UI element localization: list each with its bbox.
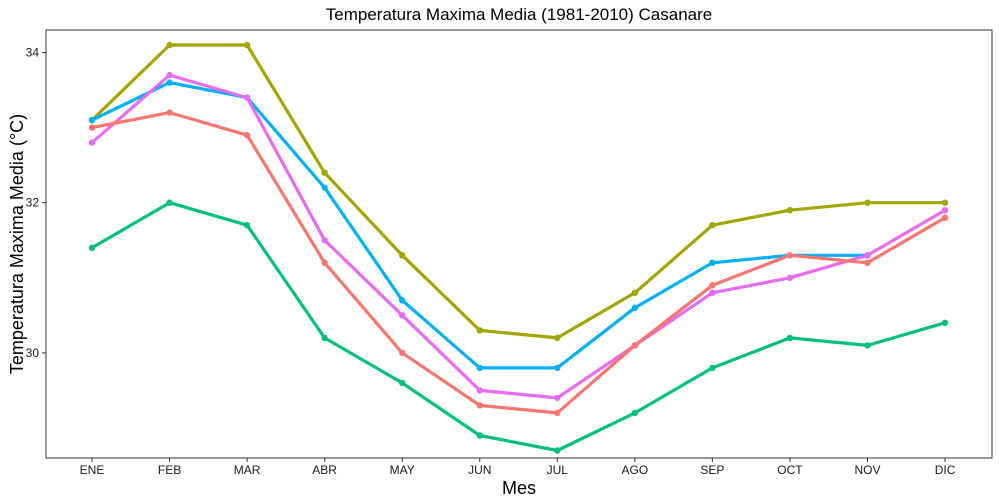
data-point bbox=[243, 222, 251, 229]
data-point bbox=[554, 394, 561, 402]
data-point bbox=[399, 349, 406, 357]
data-point bbox=[476, 432, 483, 439]
data-point bbox=[243, 131, 251, 139]
data-point bbox=[166, 109, 173, 116]
data-point bbox=[786, 274, 794, 281]
series-line bbox=[90, 43, 947, 340]
data-point bbox=[166, 79, 173, 86]
x-tick-label: ENE bbox=[80, 463, 105, 477]
data-point bbox=[709, 259, 716, 266]
data-point bbox=[88, 244, 96, 251]
data-point bbox=[631, 409, 639, 417]
data-point bbox=[321, 237, 328, 244]
data-point bbox=[631, 304, 639, 311]
x-tick-label: JUL bbox=[547, 463, 569, 477]
y-tick-label: 34 bbox=[26, 46, 40, 60]
x-axis-title: Mes bbox=[502, 478, 536, 498]
data-point bbox=[476, 387, 483, 394]
data-point bbox=[399, 252, 406, 259]
x-tick-label: NOV bbox=[854, 463, 880, 477]
y-axis: 30 32 34 bbox=[26, 46, 46, 360]
y-axis-title: Temperatura Maxima Media (°C) bbox=[7, 114, 27, 374]
data-point bbox=[476, 327, 483, 334]
data-point bbox=[243, 94, 251, 101]
y-tick-label: 32 bbox=[26, 196, 40, 210]
data-point bbox=[786, 334, 794, 342]
data-point bbox=[554, 334, 561, 342]
x-tick-label: AGO bbox=[622, 463, 649, 477]
data-point bbox=[709, 364, 716, 372]
data-point bbox=[476, 364, 483, 372]
series-4 bbox=[88, 109, 949, 417]
data-point bbox=[476, 402, 483, 409]
data-point bbox=[554, 447, 561, 454]
data-point bbox=[786, 252, 794, 259]
data-point bbox=[321, 334, 328, 342]
series-line bbox=[90, 111, 947, 415]
x-axis: ENE FEB MAR ABR MAY JUN JUL AGO SEP OCT NOV DIC bbox=[80, 458, 956, 477]
data-point bbox=[88, 124, 96, 131]
data-point bbox=[864, 199, 871, 206]
data-point bbox=[399, 297, 406, 304]
x-tick-label: SEP bbox=[700, 463, 724, 477]
data-point bbox=[554, 409, 561, 417]
series-line bbox=[90, 73, 947, 400]
data-point bbox=[709, 282, 716, 289]
chart-title: Temperatura Maxima Media (1981-2010) Cas… bbox=[326, 5, 712, 24]
series-1 bbox=[88, 41, 949, 342]
data-point bbox=[631, 342, 639, 349]
data-point bbox=[166, 41, 173, 49]
x-tick-label: OCT bbox=[777, 463, 803, 477]
data-point bbox=[941, 214, 949, 221]
data-point bbox=[243, 41, 251, 49]
data-point bbox=[399, 312, 406, 319]
data-point bbox=[864, 252, 871, 259]
data-point bbox=[88, 139, 96, 146]
data-point bbox=[631, 289, 639, 296]
series-5 bbox=[88, 199, 949, 454]
data-point bbox=[554, 364, 561, 372]
x-tick-label: JUN bbox=[468, 463, 491, 477]
data-point bbox=[864, 342, 871, 349]
data-point bbox=[321, 184, 328, 191]
data-point bbox=[88, 116, 96, 124]
data-point bbox=[941, 207, 949, 214]
data-point bbox=[166, 71, 173, 79]
data-point bbox=[941, 199, 949, 206]
data-point bbox=[321, 259, 328, 266]
x-tick-label: FEB bbox=[158, 463, 181, 477]
series-layer bbox=[88, 41, 949, 454]
x-tick-label: ABR bbox=[312, 463, 337, 477]
data-point bbox=[941, 319, 949, 326]
plot-panel bbox=[45, 29, 993, 459]
y-tick-label: 30 bbox=[26, 346, 40, 360]
data-point bbox=[864, 259, 871, 266]
data-point bbox=[709, 222, 716, 229]
x-tick-label: MAY bbox=[390, 463, 415, 477]
data-point bbox=[709, 289, 716, 296]
data-point bbox=[399, 379, 406, 387]
data-point bbox=[786, 207, 794, 214]
data-point bbox=[321, 169, 328, 176]
data-point bbox=[166, 199, 173, 206]
x-tick-label: DIC bbox=[935, 463, 956, 477]
series-line bbox=[90, 201, 947, 453]
x-tick-label: MAR bbox=[234, 463, 261, 477]
